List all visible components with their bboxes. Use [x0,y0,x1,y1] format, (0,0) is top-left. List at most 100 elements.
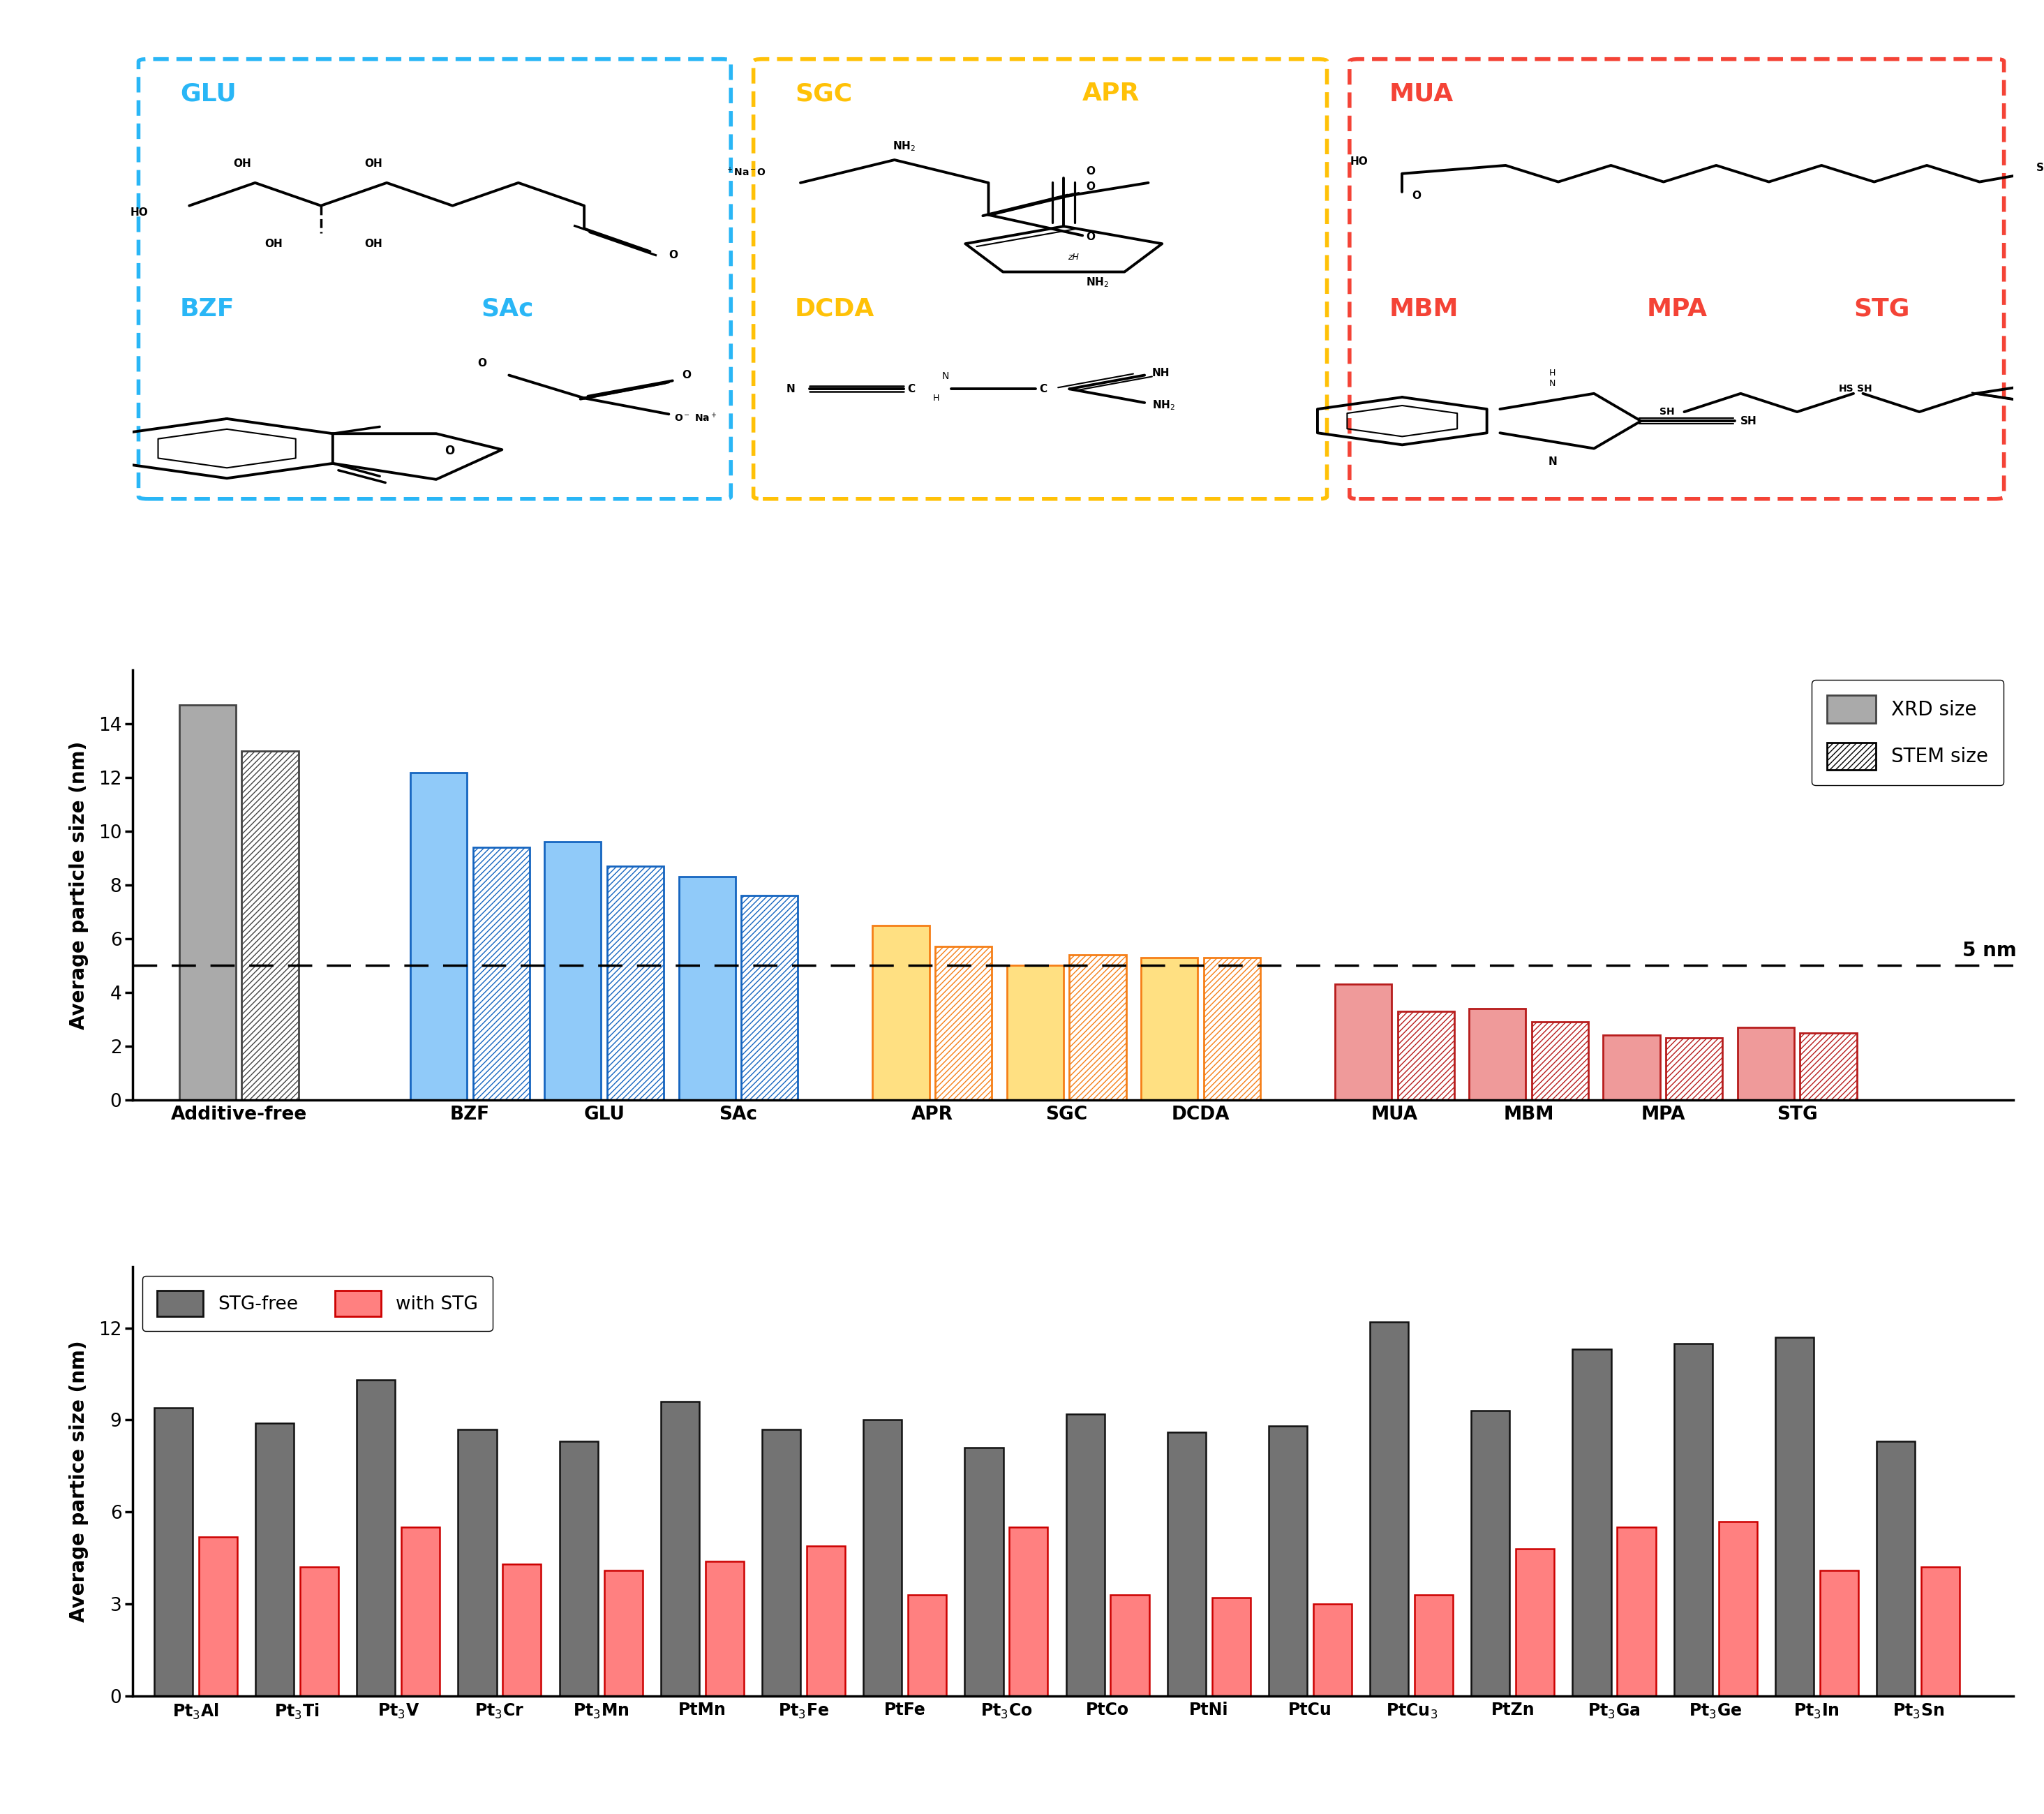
Text: O: O [1412,190,1421,201]
Bar [1141,958,1198,1099]
Text: O: O [1085,181,1096,192]
Text: H: H [932,394,938,403]
Text: SH: SH [1741,415,1758,426]
Bar [472,847,529,1099]
Bar [503,1564,542,1696]
Bar [873,925,930,1099]
Text: DCDA: DCDA [795,297,875,321]
Y-axis label: Average partice size (nm): Average partice size (nm) [69,1341,88,1622]
Bar [1801,1032,1856,1099]
Bar [1335,985,1392,1099]
Bar [936,947,991,1099]
Text: MBM: MBM [1390,297,1459,321]
Bar [1674,1344,1713,1696]
Bar [660,1402,699,1696]
Bar [1008,965,1063,1099]
Bar [1414,1595,1453,1696]
Text: OH: OH [364,239,382,249]
Bar [1617,1527,1656,1696]
Text: SH: SH [1660,406,1674,417]
Bar [198,1536,237,1696]
Bar [153,1408,192,1696]
Bar [1719,1522,1758,1696]
FancyBboxPatch shape [139,60,732,499]
FancyBboxPatch shape [1349,60,2003,499]
Text: N: N [785,385,795,394]
Bar [1921,1567,1960,1696]
Bar [705,1562,744,1696]
Bar [1470,1009,1525,1099]
Bar [1517,1549,1553,1696]
Bar [1602,1036,1660,1099]
Bar [180,706,235,1099]
Text: SGC: SGC [795,82,852,105]
Bar [1472,1411,1511,1696]
Bar [807,1546,844,1696]
Text: OH: OH [364,158,382,169]
Bar [1110,1595,1149,1696]
Bar [965,1448,1004,1696]
Bar [241,751,298,1099]
Text: O: O [478,357,486,368]
Text: O: O [444,444,454,457]
FancyBboxPatch shape [754,60,1327,499]
Bar [1269,1426,1308,1696]
Text: O: O [1085,232,1096,241]
Bar [1010,1527,1049,1696]
Text: HO: HO [1351,156,1367,167]
Bar [256,1422,294,1696]
Text: O: O [1085,167,1096,176]
Bar [1737,1027,1795,1099]
Text: SH: SH [1858,385,1872,394]
Text: H
N: H N [1549,368,1555,388]
Bar [411,773,466,1099]
Text: NH$_2$: NH$_2$ [893,140,916,152]
Bar [1312,1604,1351,1696]
Text: C: C [908,385,916,394]
Bar [603,1571,642,1696]
Bar [1776,1337,1813,1696]
Text: GLU: GLU [180,82,237,105]
Bar [742,896,797,1099]
Bar [300,1567,339,1696]
Bar [1572,1350,1611,1696]
Text: MPA: MPA [1647,297,1707,321]
Bar [1204,958,1261,1099]
Text: N: N [942,372,948,381]
Bar [863,1420,901,1696]
Legend: XRD size, STEM size: XRD size, STEM size [1811,680,2003,785]
Bar [1069,954,1126,1099]
Text: SAc: SAc [480,297,533,321]
Bar [1876,1442,1915,1696]
Bar [1369,1322,1408,1696]
Y-axis label: Average particle size (nm): Average particle size (nm) [69,740,88,1029]
Text: O: O [683,370,691,381]
Text: SH: SH [2036,163,2044,174]
Text: NH: NH [1153,368,1169,377]
Bar [1167,1433,1206,1696]
Text: APR: APR [1083,82,1141,105]
Bar [1531,1021,1588,1099]
Text: HO: HO [131,207,147,218]
Bar [401,1527,439,1696]
Bar [1067,1413,1104,1696]
Text: O$^-$ Na$^+$: O$^-$ Na$^+$ [675,412,717,424]
Text: O: O [668,250,679,261]
Text: N: N [1547,457,1558,468]
Text: OH: OH [233,158,251,169]
Bar [908,1595,946,1696]
Text: BZF: BZF [180,297,235,321]
Text: OH: OH [266,239,282,249]
Bar [679,876,736,1099]
Bar [458,1429,497,1696]
Bar [762,1429,801,1696]
Text: zH: zH [1067,252,1079,261]
Text: 5 nm: 5 nm [1962,941,2015,960]
Bar [1398,1010,1453,1099]
Bar [1819,1571,1858,1696]
Text: MUA: MUA [1390,82,1453,105]
Bar [607,867,664,1099]
Text: NH$_2$: NH$_2$ [1085,276,1110,288]
Bar [544,842,601,1099]
Bar [1666,1038,1723,1099]
